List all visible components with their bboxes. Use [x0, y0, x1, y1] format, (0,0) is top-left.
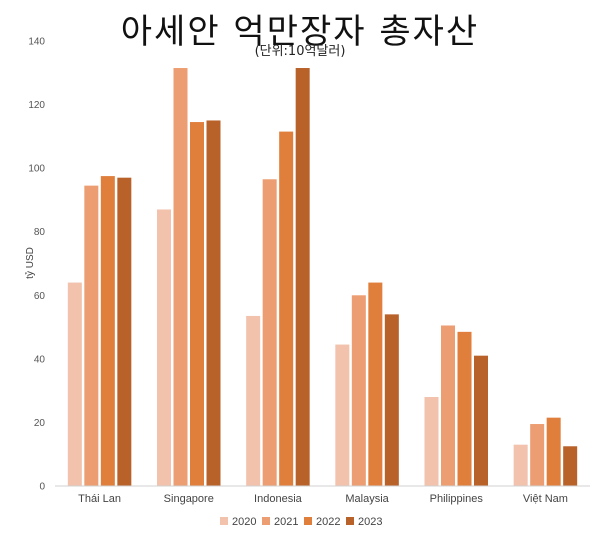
- legend-label-2023: 2023: [358, 516, 382, 528]
- bar-2023-2: [295, 68, 310, 487]
- bar-2021-5: [530, 424, 545, 486]
- y-axis-ticks: 0 20 40 60 80 100 120 140: [28, 37, 45, 493]
- legend-swatch-2021: [262, 517, 270, 525]
- category-label: Singapore: [164, 493, 214, 505]
- y-tick-label: 20: [34, 418, 46, 429]
- category-label: Thái Lan: [78, 493, 121, 505]
- legend-label-2022: 2022: [316, 516, 340, 528]
- bar-2022-2: [279, 131, 294, 486]
- y-tick-label: 0: [39, 482, 45, 493]
- bar-2020-0: [67, 282, 82, 486]
- bar-2022-4: [457, 331, 472, 486]
- y-axis-label: tỷ USD: [24, 247, 36, 279]
- category-label: Indonesia: [254, 493, 303, 505]
- bar-2022-0: [100, 176, 115, 486]
- y-tick-label: 60: [34, 291, 46, 302]
- y-tick-label: 40: [34, 354, 46, 365]
- bar-2021-1: [173, 68, 188, 487]
- bar-2021-2: [262, 179, 277, 486]
- legend-label-2021: 2021: [274, 516, 298, 528]
- bars: [67, 68, 578, 487]
- legend-swatch-2020: [220, 517, 228, 525]
- bar-2020-3: [335, 344, 350, 486]
- bar-2022-3: [368, 282, 383, 486]
- chart-title: 아세안 억만장자 총자산: [120, 12, 480, 52]
- legend-swatch-2023: [346, 517, 354, 525]
- legend-swatch-2022: [304, 517, 312, 525]
- bar-2023-0: [117, 177, 132, 486]
- bar-2020-5: [513, 444, 528, 486]
- bar-2021-4: [441, 325, 455, 486]
- bar-2021-3: [351, 295, 366, 486]
- category-label: Philippines: [430, 493, 484, 505]
- bar-2022-1: [190, 122, 204, 487]
- y-tick-label: 80: [34, 227, 46, 238]
- bar-2023-4: [474, 355, 488, 486]
- category-label: Malaysia: [345, 493, 389, 505]
- bar-2022-5: [546, 417, 561, 486]
- bar-2023-5: [563, 446, 578, 486]
- bar-2023-1: [206, 120, 221, 487]
- bar-2021-0: [84, 185, 99, 487]
- bar-2023-3: [384, 314, 399, 486]
- legend-label-2020: 2020: [232, 516, 256, 528]
- bar-2020-1: [157, 209, 171, 486]
- legend: 2020 2021 2022 2023: [220, 516, 382, 528]
- y-tick-label: 120: [28, 100, 45, 111]
- bar-2020-4: [424, 397, 439, 486]
- y-tick-label: 140: [28, 37, 45, 48]
- y-tick-label: 100: [28, 164, 45, 175]
- category-label: Việt Nam: [523, 493, 568, 505]
- chart-subtitle: (단위:10억달러): [254, 44, 346, 59]
- bar-2020-2: [246, 315, 261, 486]
- x-axis-categories: Thái Lan Singapore Indonesia Malaysia Philip…: [78, 493, 568, 505]
